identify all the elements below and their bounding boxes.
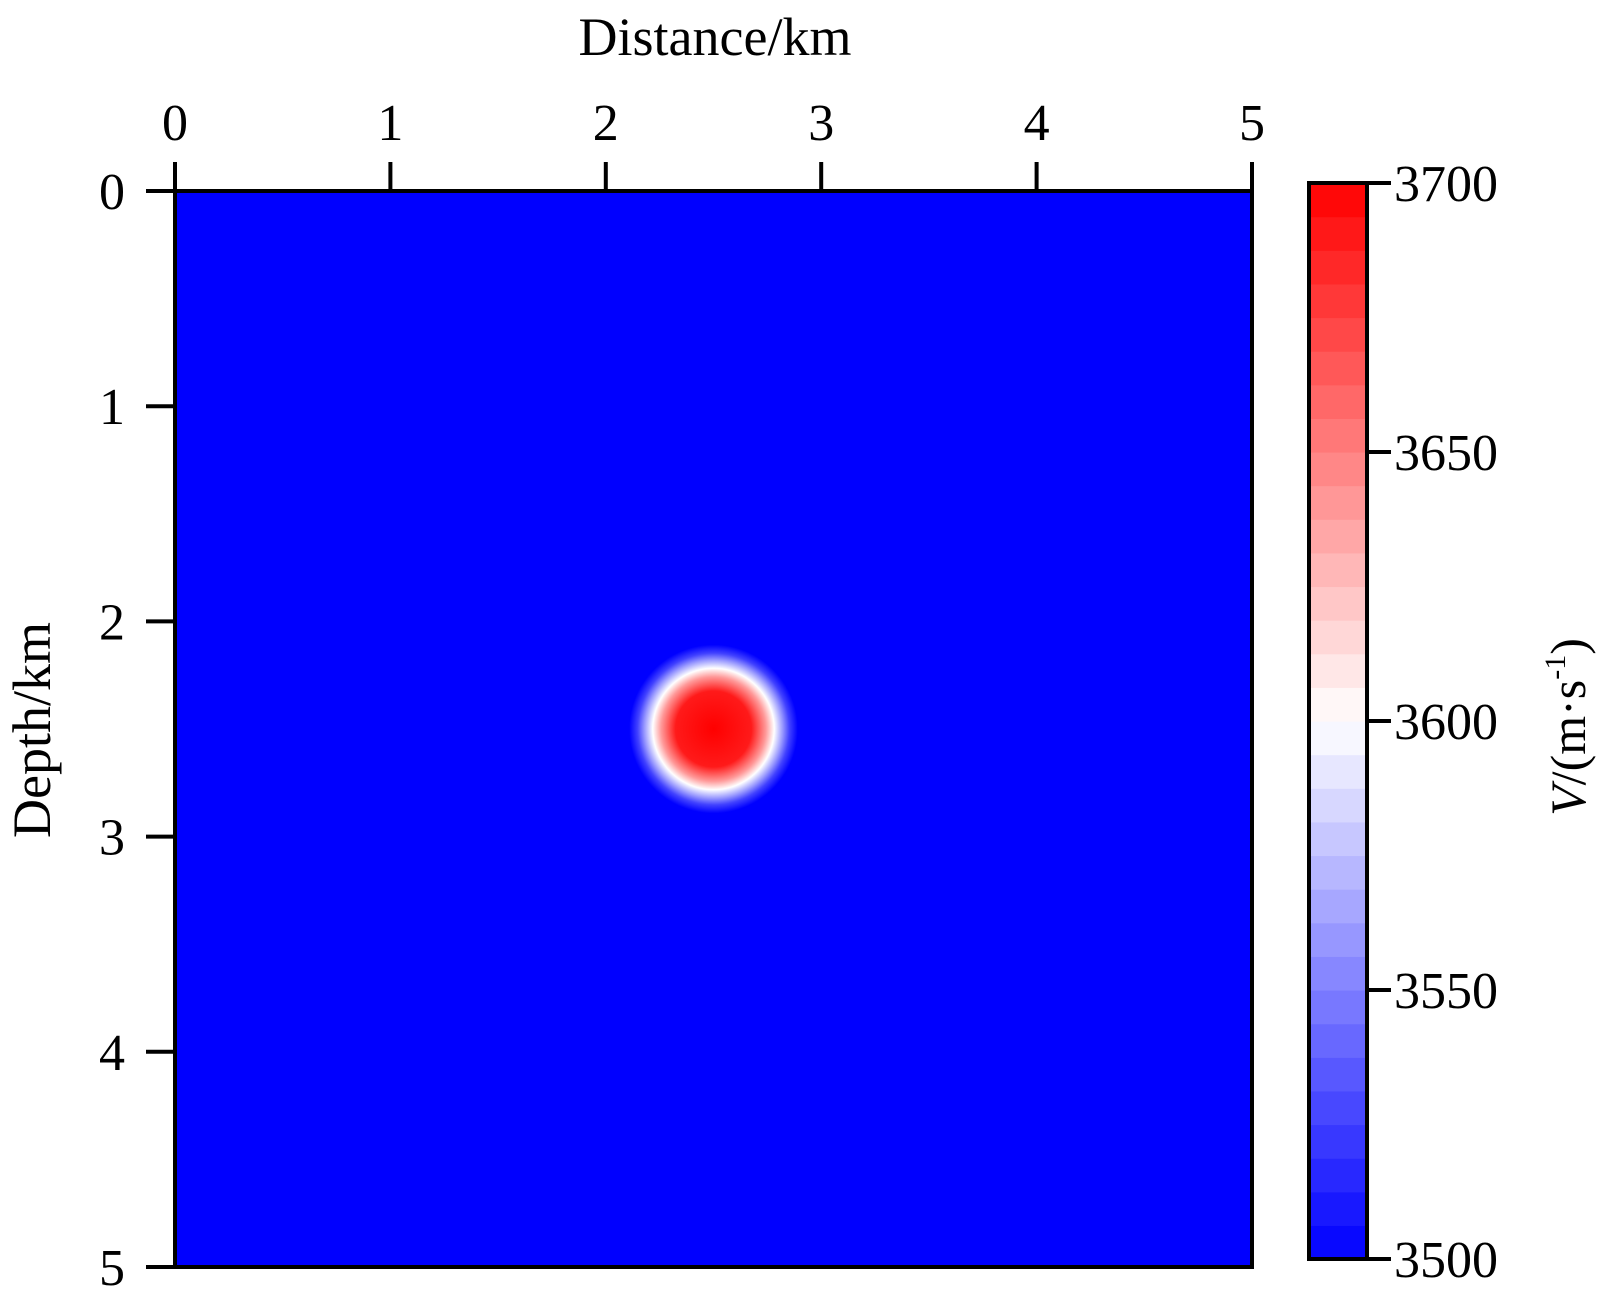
- colorbar-level: [1309, 485, 1367, 520]
- colorbar-level: [1309, 687, 1367, 722]
- colorbar-level: [1309, 519, 1367, 554]
- colorbar-level: [1309, 821, 1367, 857]
- colorbar-level: [1309, 653, 1367, 688]
- y-axis-label: Depth/km: [2, 622, 62, 838]
- colorbar-level: [1309, 216, 1367, 251]
- colorbar-level: [1309, 1057, 1367, 1092]
- plot-frame: [173, 189, 1254, 1269]
- colorbar-tick-label: 3700: [1394, 156, 1498, 213]
- colorbar-label: V/(m·s-1): [1539, 638, 1596, 816]
- y-tick-label: 4: [99, 1025, 125, 1082]
- colorbar-level: [1309, 1225, 1367, 1260]
- y-tick-label: 0: [99, 164, 125, 221]
- x-tick-label: 3: [808, 95, 834, 152]
- colorbar-tick-label: 3650: [1394, 425, 1498, 482]
- colorbar-label-superscript: -1: [1539, 655, 1572, 680]
- colorbar-level: [1309, 889, 1367, 924]
- x-tick-label: 0: [162, 95, 188, 152]
- x-tick-label: 5: [1239, 95, 1265, 152]
- colorbar-tick-label: 3600: [1394, 694, 1498, 751]
- colorbar-label-symbol: V: [1540, 780, 1596, 816]
- colorbar-level: [1309, 1090, 1367, 1126]
- y-tick-label: 5: [99, 1240, 125, 1297]
- velocity-anomaly-circle: [629, 644, 798, 814]
- colorbar-level: [1309, 1124, 1367, 1159]
- x-axis-label: Distance/km: [579, 7, 852, 67]
- y-axis: 0 1 2 3 4 5: [99, 164, 175, 1297]
- colorbar-label-close: ): [1540, 638, 1596, 655]
- colorbar-level: [1309, 317, 1367, 352]
- y-tick-label: 3: [99, 810, 125, 867]
- colorbar-level: [1309, 721, 1367, 756]
- colorbar-level: [1309, 956, 1367, 991]
- y-tick-label: 1: [99, 379, 125, 436]
- colorbar: 3500 3550 3600 3650 3700: [1307, 156, 1498, 1289]
- colorbar-level: [1309, 418, 1367, 453]
- colorbar-tick-label: 3500: [1394, 1232, 1498, 1289]
- velocity-anomaly: [629, 644, 798, 814]
- colorbar-level: [1309, 452, 1367, 487]
- colorbar-level: [1309, 384, 1367, 419]
- x-tick-label: 4: [1024, 95, 1050, 152]
- x-tick-label: 2: [593, 95, 619, 152]
- colorbar-level: [1309, 855, 1367, 890]
- y-tick-label: 2: [99, 594, 125, 651]
- colorbar-level: [1309, 586, 1367, 621]
- colorbar-level: [1309, 183, 1367, 218]
- x-tick-label: 1: [377, 95, 403, 152]
- colorbar-level: [1309, 1158, 1367, 1193]
- colorbar-level: [1309, 922, 1367, 957]
- colorbar-level: [1309, 788, 1367, 823]
- colorbar-tick-label: 3550: [1394, 963, 1498, 1020]
- colorbar-level: [1309, 283, 1367, 319]
- colorbar-level: [1309, 1191, 1367, 1226]
- x-axis: 0 1 2 3 4 5: [162, 95, 1265, 191]
- colorbar-label-unit: /(m·s: [1540, 680, 1596, 786]
- colorbar-level: [1309, 754, 1367, 789]
- colorbar-level: [1309, 552, 1367, 588]
- colorbar-level: [1309, 620, 1367, 655]
- colorbar-level: [1309, 990, 1367, 1025]
- colorbar-level: [1309, 1023, 1367, 1058]
- colorbar-level: [1309, 351, 1367, 386]
- colorbar-level: [1309, 250, 1367, 285]
